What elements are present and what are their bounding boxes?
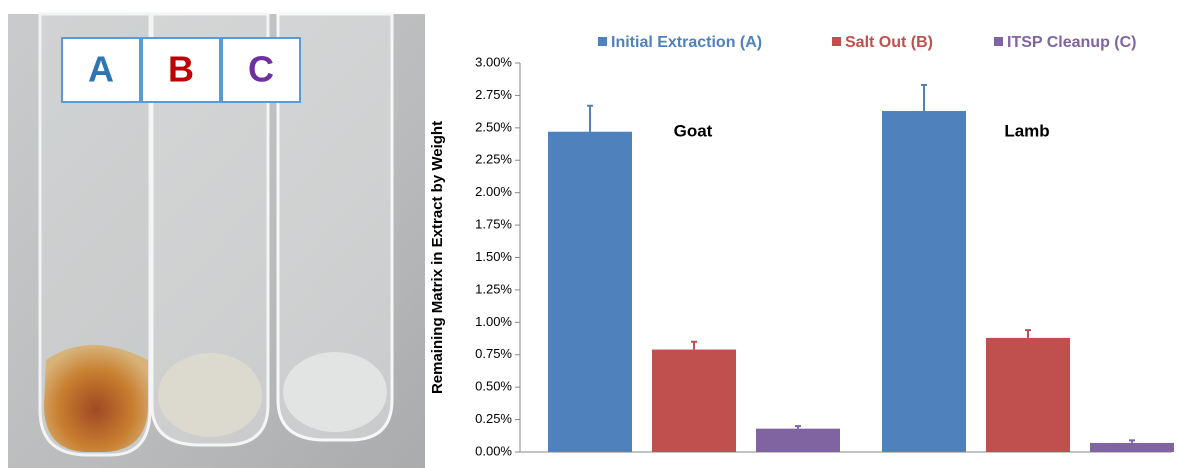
y-tick-label: 2.75% (475, 87, 512, 102)
bar (882, 111, 966, 452)
y-tick-label: 0.25% (475, 411, 512, 426)
legend-swatch (832, 37, 841, 46)
category-label: Lamb (1004, 121, 1049, 140)
label-letter: A (88, 49, 114, 90)
figure: A B C 0.00% 0.25% 0.50% 0.75% 1.00% 1.25% 1.50% 1… (0, 0, 1178, 468)
tube-c-bottom (283, 352, 387, 432)
error-bar (921, 85, 927, 111)
y-tick-label: 1.00% (475, 314, 512, 329)
bar (756, 429, 840, 452)
y-tick-label: 0.00% (475, 443, 512, 458)
tube-labels: A B C (62, 38, 300, 102)
legend-label: Initial Extraction (A) (611, 34, 762, 51)
legend-swatch (598, 37, 607, 46)
legend-swatch (994, 37, 1003, 46)
legend-label: Salt Out (B) (845, 34, 933, 51)
tube-b-residue (158, 353, 262, 437)
y-tick-label: 2.50% (475, 119, 512, 134)
y-tick-label: 1.75% (475, 217, 512, 232)
legend-label: ITSP Cleanup (C) (1007, 34, 1137, 51)
bar (1090, 443, 1174, 452)
y-tick-label: 2.25% (475, 152, 512, 167)
bar (986, 338, 1070, 452)
y-tick-label: 1.50% (475, 249, 512, 264)
y-tick-label: 2.00% (475, 184, 512, 199)
bar (548, 132, 632, 452)
error-bar (587, 106, 593, 132)
error-bar (691, 342, 697, 350)
label-letter: C (248, 49, 274, 90)
y-tick-label: 1.25% (475, 281, 512, 296)
error-bar (1129, 440, 1135, 443)
page: A B C 0.00% 0.25% 0.50% 0.75% 1.00% 1.25% 1.50% 1… (0, 0, 1178, 468)
label-letter: B (168, 49, 194, 90)
error-bar (1025, 330, 1031, 338)
error-bar (795, 426, 801, 429)
chart: 0.00% 0.25% 0.50% 0.75% 1.00% 1.25% 1.50% 1.75%… (429, 34, 1174, 458)
tube-a-residue (44, 345, 148, 452)
y-tick-label: 3.00% (475, 54, 512, 69)
bar (652, 350, 736, 452)
y-tick-label: 0.75% (475, 346, 512, 361)
y-tick-label: 0.50% (475, 379, 512, 394)
category-label: Goat (674, 121, 713, 140)
y-axis-title: Remaining Matrix in Extract by Weight (429, 121, 446, 394)
